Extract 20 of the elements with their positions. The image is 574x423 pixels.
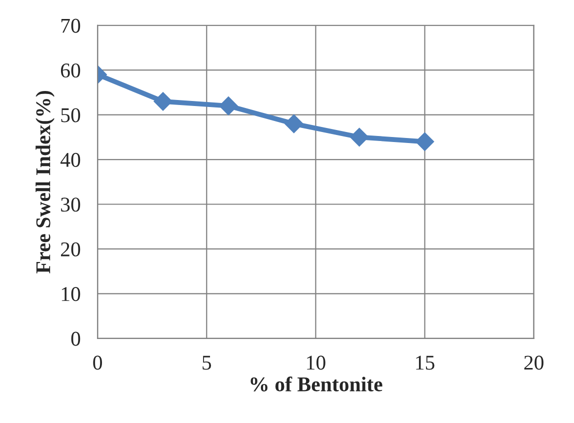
y-tick-label: 50 (61, 108, 80, 122)
y-tick-label: 70 (61, 18, 80, 33)
y-tick-label: 0 (71, 332, 80, 346)
x-tick-label: 20 (524, 356, 544, 370)
y-tick-label: 20 (60, 242, 80, 256)
y-tick-label: 40 (60, 152, 80, 167)
y-tick-label: 10 (62, 287, 80, 302)
x-tick-label: 15 (416, 356, 434, 370)
x-axis-title: % of Bentonite (250, 376, 382, 392)
x-tick-label: 0 (93, 356, 102, 370)
point (154, 92, 172, 111)
x-tick-label: 5 (202, 356, 212, 370)
point (219, 96, 238, 116)
y-tick-label: 30 (61, 198, 80, 212)
point (415, 132, 434, 152)
point (284, 114, 304, 134)
y-axis-title: Free Swell Index(%) (36, 90, 55, 274)
y-tick-label: 60 (60, 63, 80, 78)
x-tick-label: 10 (307, 356, 326, 370)
point (350, 128, 369, 147)
